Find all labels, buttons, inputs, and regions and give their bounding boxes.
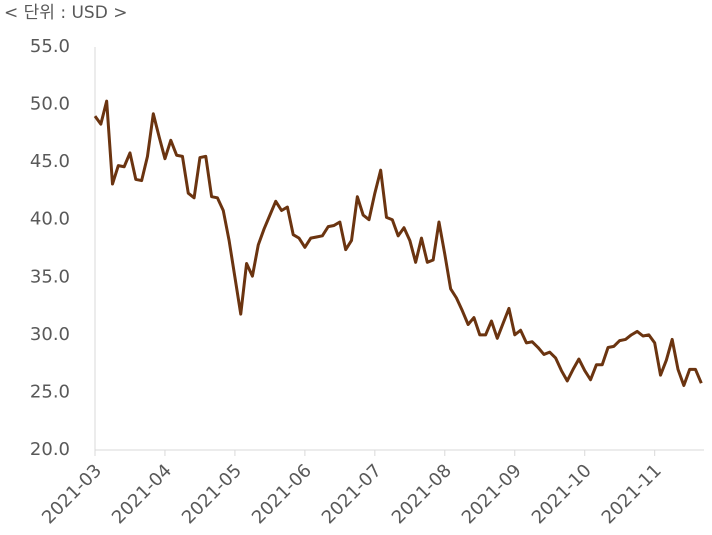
y-tick-label: 50.0 — [30, 94, 70, 115]
chart-title: < 단위 : USD > — [4, 3, 127, 23]
price-line — [93, 99, 703, 388]
y-tick-label: 20.0 — [30, 439, 70, 460]
x-tick-label: 2021-04 — [108, 460, 176, 528]
x-tick-label: 2021-05 — [178, 460, 246, 528]
x-tick-label: 2021-06 — [248, 460, 316, 528]
y-tick-label: 45.0 — [30, 151, 70, 172]
x-tick-label: 2021-09 — [458, 460, 526, 528]
x-tick-label: 2021-11 — [598, 460, 666, 528]
y-tick-label: 55.0 — [30, 36, 70, 57]
y-tick-label: 25.0 — [30, 381, 70, 402]
x-tick-label: 2021-08 — [388, 460, 456, 528]
y-tick-label: 35.0 — [30, 266, 70, 287]
y-tick-label: 40.0 — [30, 209, 70, 230]
x-tick-label: 2021-03 — [38, 460, 106, 528]
x-tick-label: 2021-07 — [318, 460, 386, 528]
y-tick-label: 30.0 — [30, 324, 70, 345]
x-tick-label: 2021-10 — [528, 460, 596, 528]
